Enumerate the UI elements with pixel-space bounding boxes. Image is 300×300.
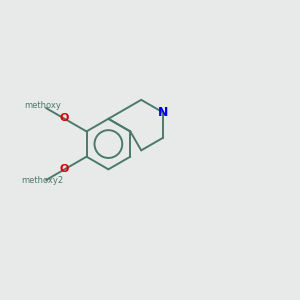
Text: O: O: [60, 164, 69, 174]
Text: methoxy2: methoxy2: [21, 176, 64, 184]
Text: methoxy: methoxy: [24, 101, 61, 110]
Text: N: N: [158, 106, 168, 119]
Text: O: O: [60, 113, 69, 123]
